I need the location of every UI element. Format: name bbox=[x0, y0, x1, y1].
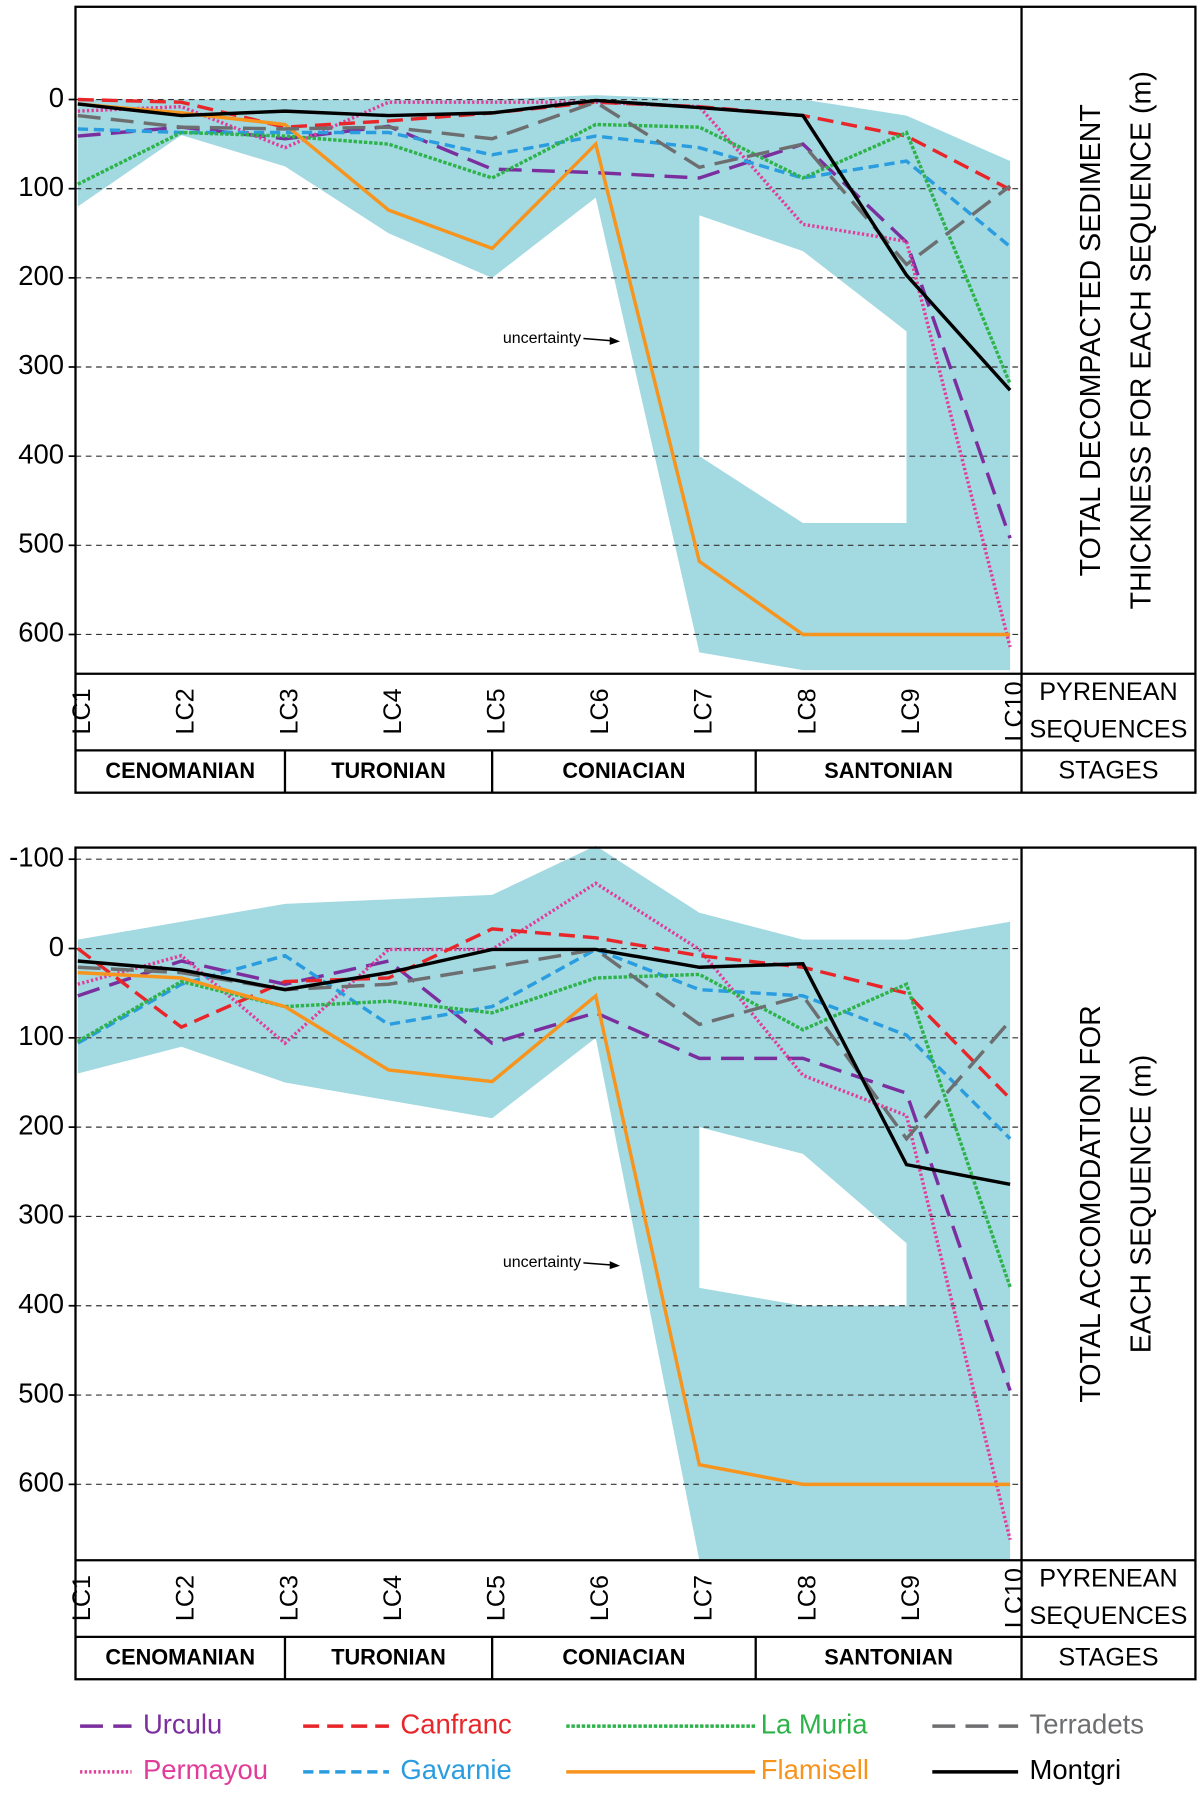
x-tick-label: LC9 bbox=[897, 688, 925, 734]
band-gap bbox=[699, 1127, 907, 1306]
y-axis-label: EACH SEQUENCE (m) bbox=[1125, 1055, 1157, 1354]
y-tick-label: 100 bbox=[18, 171, 64, 202]
annotation-arrow bbox=[583, 337, 614, 342]
legend-label: Flamisell bbox=[761, 1754, 869, 1785]
legend-label: Urculu bbox=[143, 1708, 222, 1739]
stage-label: CONIACIAN bbox=[562, 1644, 685, 1669]
series-line bbox=[77, 881, 1012, 1541]
y-tick-label: 600 bbox=[18, 1467, 64, 1498]
x-tick-label: LC3 bbox=[275, 1575, 303, 1621]
x-tick-label: LC8 bbox=[793, 688, 821, 734]
annotation-arrow bbox=[583, 1262, 614, 1266]
x-tick-label: LC10 bbox=[1000, 1568, 1028, 1628]
y-tick-label: 400 bbox=[18, 1288, 64, 1319]
arrow-head bbox=[609, 1261, 621, 1270]
y-axis-label: THICKNESS FOR EACH SEQUENCE (m) bbox=[1125, 71, 1157, 609]
y-tick-label: -100 bbox=[9, 841, 64, 872]
stages-label: STAGES bbox=[1058, 1643, 1158, 1671]
x-axis-label: PYRENEAN bbox=[1039, 678, 1177, 706]
legend-label: Terradets bbox=[1030, 1708, 1144, 1739]
y-tick-label: 500 bbox=[18, 528, 64, 559]
x-tick-label: LC4 bbox=[379, 1575, 407, 1621]
legend-label: Permayou bbox=[143, 1754, 268, 1785]
series-line bbox=[77, 959, 1012, 1392]
uncertainty-band bbox=[77, 845, 1011, 1561]
x-axis-label: SEQUENCES bbox=[1029, 716, 1187, 744]
y-tick-label: 200 bbox=[18, 260, 64, 291]
y-tick-label: 300 bbox=[18, 1199, 64, 1230]
frame bbox=[74, 5, 1197, 794]
y-tick-label: 0 bbox=[49, 82, 64, 113]
y-axis-label: TOTAL ACCOMODATION FOR bbox=[1075, 1005, 1107, 1402]
legend-label: Montgri bbox=[1030, 1754, 1122, 1785]
stage-label: CENOMANIAN bbox=[105, 758, 255, 783]
stage-label: CONIACIAN bbox=[562, 758, 685, 783]
stages-label: STAGES bbox=[1058, 757, 1158, 785]
x-tick-label: LC9 bbox=[897, 1575, 925, 1621]
x-tick-label: LC1 bbox=[68, 688, 96, 734]
x-tick-label: LC2 bbox=[172, 1575, 200, 1621]
legend-label: Canfranc bbox=[400, 1708, 511, 1739]
series-line bbox=[77, 127, 1012, 248]
x-tick-label: LC1 bbox=[68, 1575, 96, 1621]
x-tick-label: LC5 bbox=[483, 688, 511, 734]
arrow-head bbox=[609, 336, 621, 345]
series-line bbox=[76, 947, 1012, 1140]
y-tick-label: 600 bbox=[18, 617, 64, 648]
series-line bbox=[77, 947, 1011, 1186]
y-axis-label: TOTAL DECOMPACTED SEDIMENT bbox=[1075, 104, 1107, 576]
x-tick-label: LC2 bbox=[172, 688, 200, 734]
x-tick-label: LC6 bbox=[586, 688, 614, 734]
x-tick-label: LC7 bbox=[690, 688, 718, 734]
x-tick-label: LC4 bbox=[379, 688, 407, 734]
x-tick-label: LC5 bbox=[483, 1575, 511, 1621]
x-axis-label: SEQUENCES bbox=[1029, 1602, 1187, 1630]
x-tick-label: LC6 bbox=[586, 1575, 614, 1621]
x-tick-label: LC8 bbox=[793, 1575, 821, 1621]
legend-label: La Muria bbox=[761, 1708, 868, 1739]
stage-label: TURONIAN bbox=[331, 758, 446, 783]
chart-panel: 0 100 200 300 400 500 600 uncertainty LC1 LC2 LC3 L… bbox=[18, 5, 1197, 794]
stage-label: SANTONIAN bbox=[824, 1644, 953, 1669]
band-gap bbox=[699, 215, 907, 524]
series-line bbox=[77, 100, 1012, 267]
chart-panel: -100 0 100 200 300 400 500 600 uncertainty LC1 LC2… bbox=[9, 841, 1197, 1681]
x-axis-label: PYRENEAN bbox=[1039, 1564, 1177, 1592]
legend-label: Gavarnie bbox=[400, 1754, 511, 1785]
stage-label: CENOMANIAN bbox=[105, 1644, 255, 1669]
y-tick-label: 100 bbox=[18, 1020, 64, 1051]
annotation: uncertainty bbox=[503, 330, 581, 347]
y-tick-label: 0 bbox=[49, 931, 64, 962]
series-line bbox=[77, 970, 1011, 1487]
series-line bbox=[77, 122, 1012, 385]
frame bbox=[74, 846, 1197, 1681]
series-line bbox=[77, 102, 1011, 637]
annotation: uncertainty bbox=[503, 1254, 581, 1271]
y-tick-label: 400 bbox=[18, 438, 64, 469]
x-tick-label: LC10 bbox=[1000, 681, 1028, 741]
stage-label: SANTONIAN bbox=[824, 758, 953, 783]
series-line bbox=[76, 972, 1012, 1288]
y-tick-label: 200 bbox=[18, 1109, 64, 1140]
uncertainty-band bbox=[77, 95, 1011, 671]
legend: Urculu Permayou Canfranc Gavarnie La Muria Fl… bbox=[80, 1708, 1144, 1785]
x-tick-label: LC3 bbox=[275, 688, 303, 734]
stage-label: TURONIAN bbox=[331, 1644, 446, 1669]
x-tick-label: LC7 bbox=[690, 1575, 718, 1621]
series-line bbox=[76, 927, 1012, 1100]
series-line bbox=[77, 98, 1012, 392]
y-tick-label: 500 bbox=[18, 1377, 64, 1408]
y-tick-label: 300 bbox=[18, 349, 64, 380]
series-line bbox=[77, 100, 1012, 648]
